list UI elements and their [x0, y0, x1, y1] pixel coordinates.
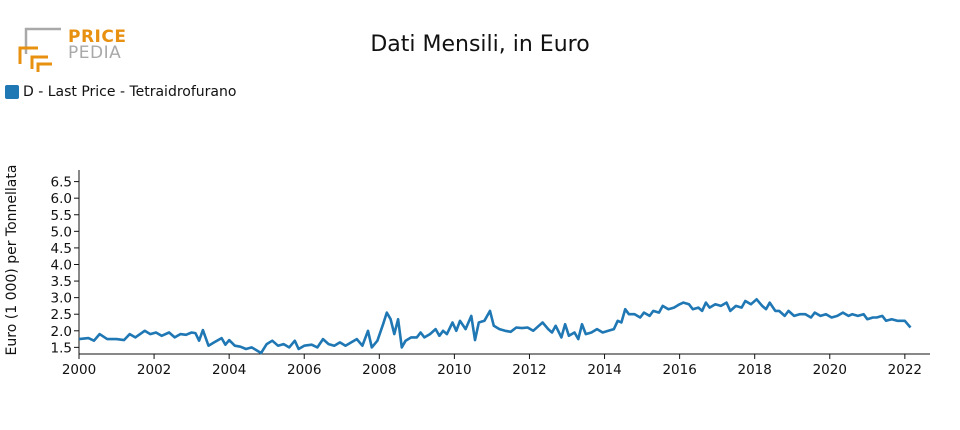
x-tick-label: 2022: [888, 362, 922, 378]
y-tick-label: 4.5: [51, 241, 72, 257]
y-tick-label: 6.5: [51, 175, 72, 191]
y-tick-label: 5.0: [51, 224, 72, 240]
chart-title: Dati Mensili, in Euro: [370, 32, 590, 57]
pricepedia-logo: PRICE PEDIA: [18, 24, 128, 74]
x-tick-label: 2016: [662, 362, 696, 378]
legend[interactable]: D - Last Price - Tetraidrofurano: [5, 84, 236, 100]
y-tick-label: 4.0: [51, 257, 72, 273]
y-tick-label: 2.0: [51, 324, 72, 340]
y-axis-label: Euro (1 000) per Tonnellata: [4, 165, 20, 356]
x-tick-label: 2014: [587, 362, 621, 378]
legend-swatch: [5, 85, 19, 99]
y-tick-label: 1.5: [51, 340, 72, 356]
x-tick-label: 2018: [738, 362, 772, 378]
logo-text-price: PRICE: [68, 27, 127, 47]
x-tick-label: 2004: [212, 362, 246, 378]
x-tick-label: 2012: [512, 362, 546, 378]
y-tick-label: 2.5: [51, 307, 72, 323]
x-tick-label: 2010: [437, 362, 471, 378]
x-tick-label: 2000: [62, 362, 96, 378]
y-tick-label: 6.0: [51, 191, 72, 207]
y-tick-label: 3.0: [51, 291, 72, 307]
y-tick-label: 3.5: [51, 274, 72, 290]
series-line: [78, 298, 912, 355]
logo-mark: [18, 27, 61, 72]
x-tick-label: 2006: [287, 362, 321, 378]
logo-text-pedia: PEDIA: [68, 43, 122, 63]
x-tick-label: 2008: [362, 362, 396, 378]
y-tick-label: 5.5: [51, 208, 72, 224]
legend-label: D - Last Price - Tetraidrofurano: [23, 84, 237, 100]
x-tick-label: 2002: [137, 362, 171, 378]
x-tick-label: 2020: [813, 362, 847, 378]
